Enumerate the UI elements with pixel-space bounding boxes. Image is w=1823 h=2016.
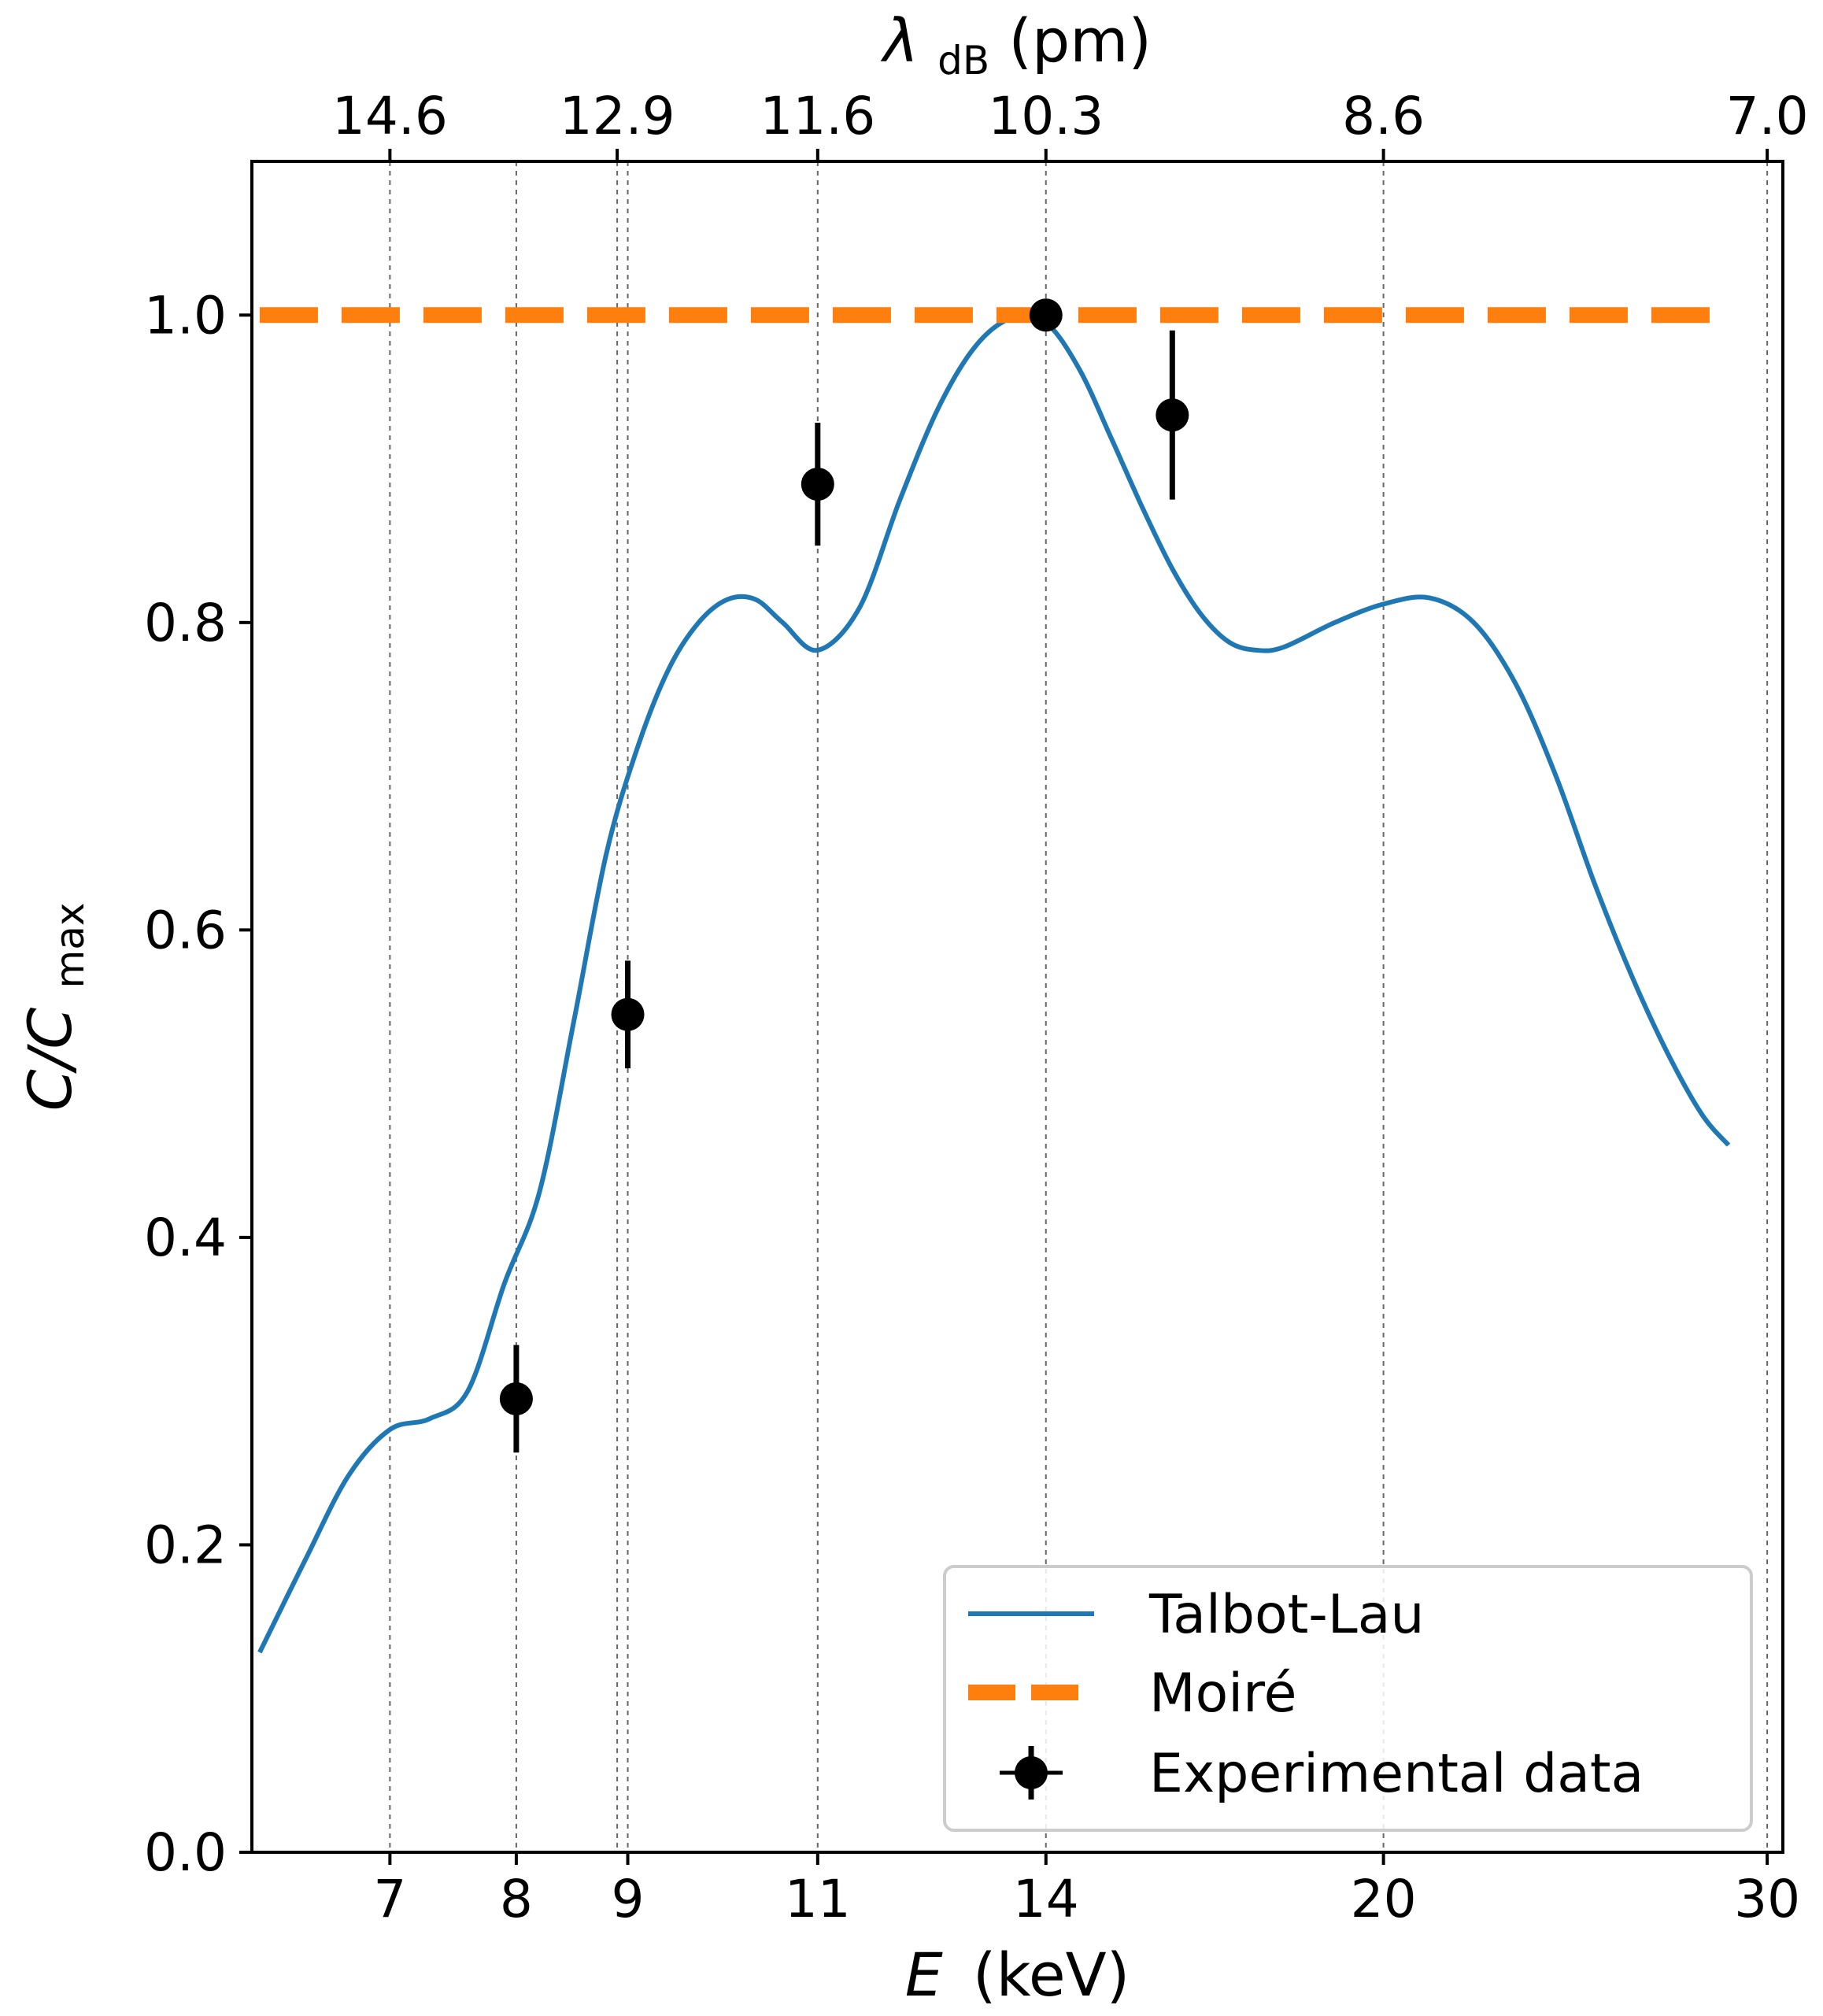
top-tick-label: 14.6 [332, 86, 448, 146]
legend-label-experimental-data: Experimental data [1149, 1743, 1644, 1805]
series-layer [257, 298, 1731, 1654]
x-tick-label: 20 [1351, 1869, 1417, 1929]
y-tick-label: 0.4 [144, 1208, 227, 1268]
x-tick-label: 8 [500, 1869, 533, 1929]
y-axis-label: C/C max [15, 903, 93, 1112]
data-point [611, 997, 645, 1031]
data-point [1156, 398, 1189, 432]
y-axis-symbol: C/C [15, 1008, 85, 1112]
x-axis-symbol: E [905, 1940, 943, 2010]
y-tick-label: 1.0 [144, 285, 227, 346]
x-tick-label: 11 [785, 1869, 851, 1929]
x-axis-label: E (keV) [905, 1940, 1130, 2010]
plot-frame [250, 160, 1784, 1854]
legend: Talbot-Lau Moiré Experimental data [943, 1565, 1753, 1832]
top-axis-subscript: dB [937, 38, 989, 83]
legend-box [943, 1565, 1753, 1832]
data-point [801, 468, 834, 501]
data-point [499, 1382, 533, 1415]
x-tick-label: 14 [1013, 1869, 1079, 1929]
axis-titles: E (keV) λ dB (pm) C/C max [15, 6, 1152, 2010]
legend-label-talbot-lau: Talbot-Lau [1148, 1584, 1424, 1646]
y-tick-label: 0.2 [144, 1515, 227, 1575]
top-tick-label: 11.6 [760, 86, 875, 146]
y-tick-label: 0.8 [144, 593, 227, 653]
tick-layer: 7 8 9 11 14 20 30 14.6 12.9 11.6 10.3 8.6 7.0 0.0 0.2 0… [144, 86, 1809, 1929]
legend-swatch-point [1015, 1756, 1048, 1789]
data-point [1029, 298, 1063, 332]
top-tick-label: 8.6 [1342, 86, 1425, 146]
x-tick-label: 9 [612, 1869, 645, 1929]
x-tick-label: 7 [373, 1869, 406, 1929]
talbot-lau-line [257, 313, 1731, 1654]
top-axis-symbol: λ [880, 6, 919, 76]
top-axis-unit: (pm) [1008, 6, 1152, 76]
top-tick-label: 10.3 [988, 86, 1104, 146]
x-axis-unit: (keV) [973, 1940, 1130, 2010]
y-tick-label: 0.6 [144, 900, 227, 960]
top-tick-label: 7.0 [1726, 86, 1809, 146]
y-axis-subscript: max [47, 903, 93, 989]
top-tick-label: 12.9 [560, 86, 675, 146]
x-tick-label: 30 [1734, 1869, 1800, 1929]
legend-label-moire: Moiré [1149, 1663, 1296, 1725]
y-tick-label: 0.0 [144, 1822, 227, 1883]
top-axis-label: λ dB (pm) [880, 6, 1152, 88]
